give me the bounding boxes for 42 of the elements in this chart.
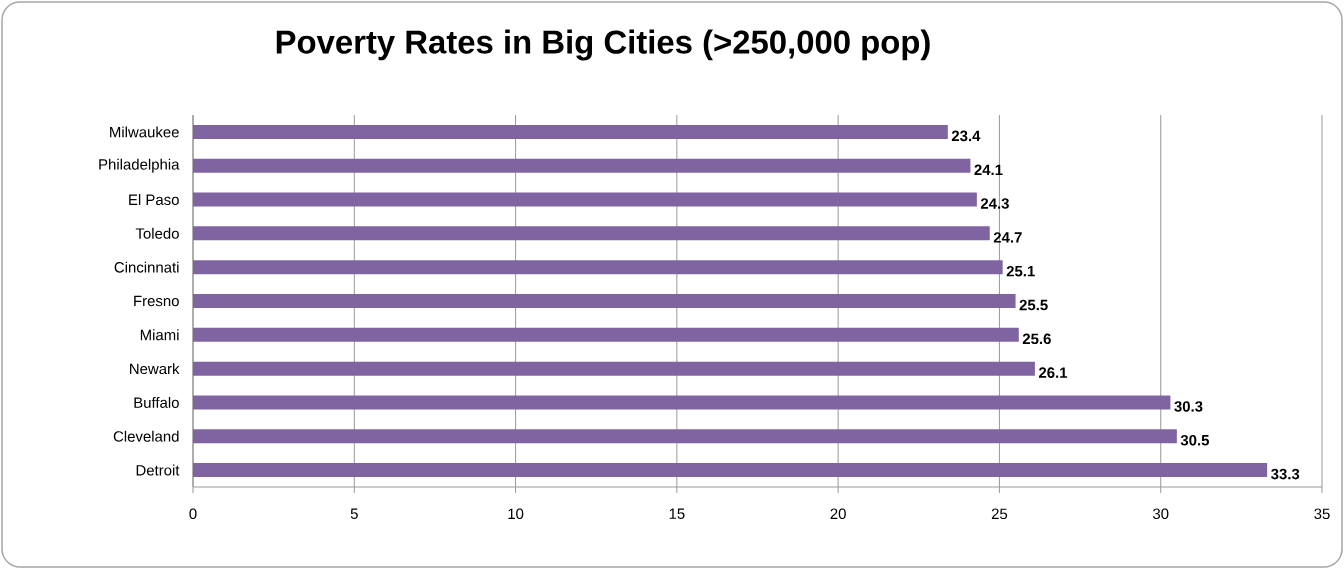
bar: [193, 260, 1003, 275]
y-tick-label: Buffalo: [134, 396, 179, 408]
chart-title: Poverty Rates in Big Cities (>250,000 pop): [276, 29, 930, 61]
x-tick-label: 35: [1314, 508, 1330, 520]
y-tick-label: El Paso: [129, 194, 179, 206]
bar: [193, 192, 977, 207]
y-tick-label: Milwaukee: [110, 126, 179, 138]
bar: [193, 124, 948, 139]
y-tick-label: Cincinnati: [114, 261, 179, 273]
data-label: 26.1: [1038, 367, 1068, 378]
data-label: 23.4: [951, 130, 981, 142]
data-label: 24.7: [993, 232, 1022, 243]
x-tick-label: 15: [669, 508, 685, 519]
data-label: 25.6: [1022, 333, 1051, 345]
bar: [193, 293, 1016, 308]
bar: [193, 226, 990, 241]
data-label: 24.1: [974, 164, 1003, 175]
data-label: 25.1: [1006, 265, 1035, 277]
y-tick-label: Newark: [130, 363, 180, 375]
x-tick-label: 5: [350, 508, 358, 519]
bar: [193, 395, 1171, 410]
data-label: 24.3: [980, 198, 1009, 209]
x-tick-label: 25: [991, 508, 1008, 520]
data-label: 33.3: [1271, 468, 1300, 480]
y-tick-label: Detroit: [136, 464, 180, 476]
x-tick-label: 30: [1152, 508, 1169, 520]
y-tick-label: Cleveland: [113, 430, 179, 442]
x-tick-label: 0: [189, 508, 197, 520]
y-tick-label: Philadelphia: [99, 158, 180, 173]
bar: [193, 361, 1035, 376]
data-label: 30.5: [1180, 434, 1210, 446]
data-label: 25.5: [1019, 299, 1048, 311]
y-tick-label: Fresno: [134, 295, 179, 307]
x-tick-label: 10: [508, 508, 524, 520]
bar: [193, 429, 1177, 444]
bar: [193, 463, 1268, 478]
x-tick-label: 20: [830, 508, 846, 520]
bar: [193, 158, 971, 173]
data-label: 30.3: [1174, 401, 1203, 412]
bar: [193, 327, 1019, 342]
y-tick-label: Miami: [140, 329, 179, 341]
y-tick-label: Toledo: [135, 227, 179, 239]
